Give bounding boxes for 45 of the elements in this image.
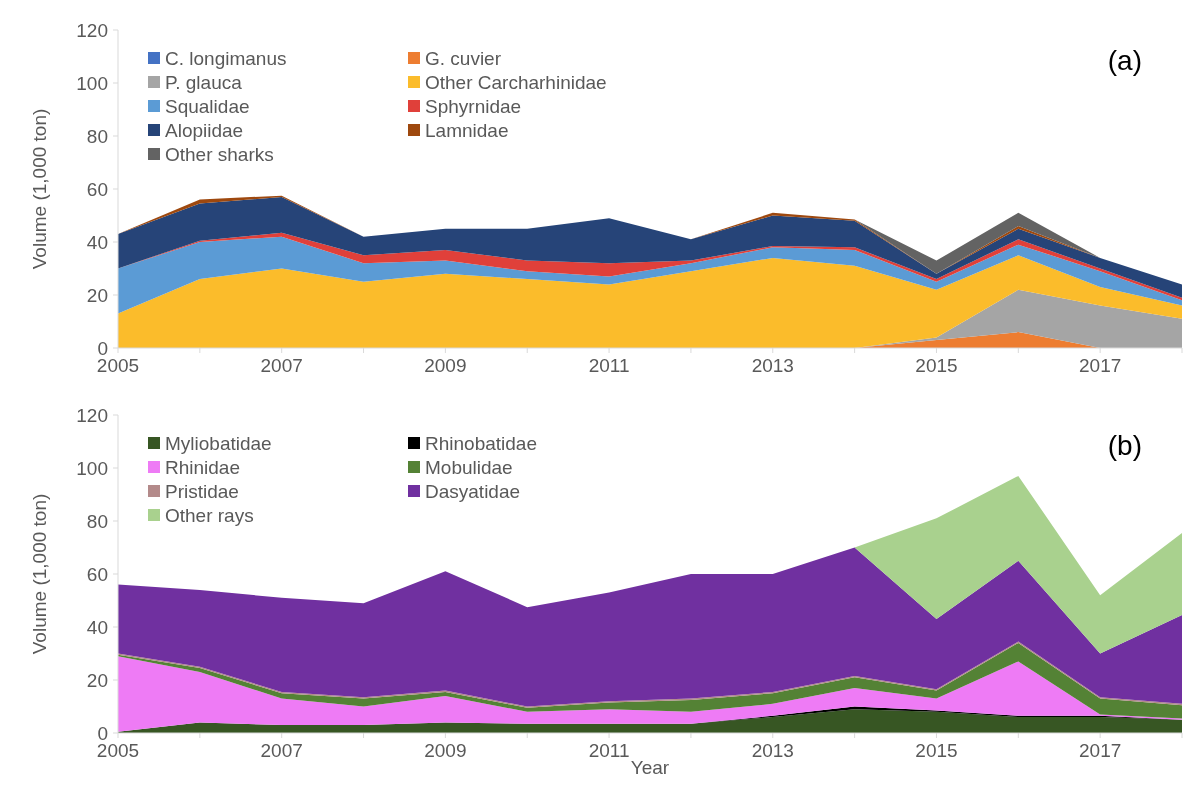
x-tick-label: 2007	[260, 355, 303, 376]
legend-label: C. longimanus	[165, 47, 287, 69]
y-tick-label: 120	[76, 19, 108, 41]
legend-label: Other Carcharhinidae	[425, 71, 607, 93]
y-tick-label: 20	[86, 669, 108, 691]
y-axis-title: Volume (1,000 ton)	[29, 493, 50, 655]
legend-label: Rhinidae	[165, 456, 240, 478]
legend-label: Myliobatidae	[165, 432, 272, 454]
y-tick-label: 80	[86, 510, 108, 532]
y-axis-title: Volume (1,000 ton)	[29, 108, 50, 270]
y-tick-label: 60	[86, 178, 108, 200]
y-tick-label: 20	[86, 284, 108, 306]
x-tick-label: 2011	[588, 740, 630, 761]
legend-label: Squalidae	[165, 95, 250, 117]
y-tick-label: 80	[86, 125, 108, 147]
y-tick-label: 100	[76, 457, 108, 479]
x-tick-label: 2015	[915, 740, 958, 761]
y-tick-label: 120	[76, 404, 108, 426]
y-tick-label: 100	[76, 72, 108, 94]
legend-label: P. glauca	[165, 71, 243, 93]
x-tick-label: 2013	[751, 355, 794, 376]
text: (b)	[1107, 430, 1142, 461]
x-tick-label: 2009	[424, 740, 467, 761]
x-axis-title: Year	[630, 757, 670, 778]
y-tick-label: 40	[86, 231, 108, 253]
legend-label: Mobulidae	[425, 456, 513, 478]
x-tick-label: 2009	[424, 355, 467, 376]
legend-label: Other rays	[165, 504, 254, 526]
legend-label: Sphyrnidae	[425, 95, 522, 117]
x-tick-label: 2015	[915, 355, 958, 376]
text: (a)	[1107, 45, 1142, 76]
x-tick-label: 2013	[751, 740, 794, 761]
legend-label: Alopiidae	[165, 119, 244, 141]
legend-label: Dasyatidae	[425, 480, 521, 502]
x-tick-label: 2017	[1079, 355, 1122, 376]
legend-label: G. cuvier	[425, 47, 502, 69]
x-tick-label: 2011	[588, 355, 630, 376]
legend-label: Rhinobatidae	[425, 432, 537, 454]
y-tick-label: 60	[86, 563, 108, 585]
y-tick-label: 40	[86, 616, 108, 638]
legend-label: Pristidae	[165, 480, 239, 502]
legend-label: Lamnidae	[425, 119, 509, 141]
legend-label: Other sharks	[165, 143, 274, 165]
x-tick-label: 2017	[1079, 740, 1122, 761]
x-tick-label: 2007	[260, 740, 303, 761]
